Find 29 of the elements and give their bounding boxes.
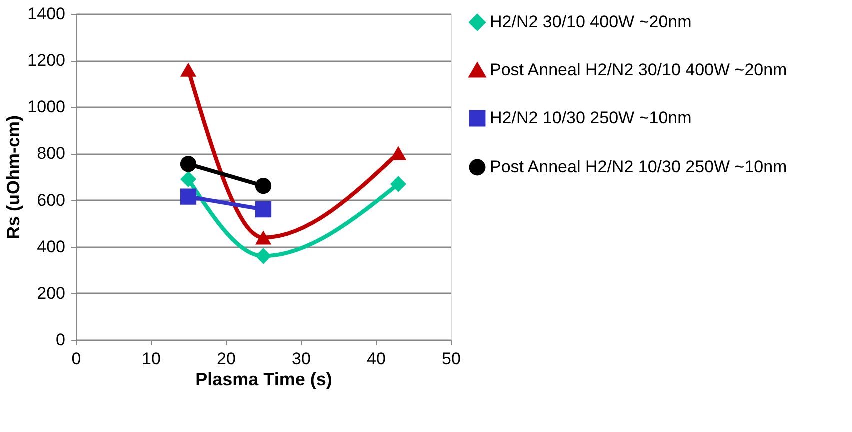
point <box>255 230 272 245</box>
point <box>390 176 407 192</box>
x-tick-label: 30 <box>292 350 311 368</box>
y-tick-label: 400 <box>37 237 66 256</box>
point <box>180 62 197 77</box>
point <box>255 178 272 194</box>
legend-label: H2/N2 10/30 250W ~10nm <box>490 108 692 128</box>
x-axis-title: Plasma Time (s) <box>196 370 332 390</box>
y-tick-label: 200 <box>37 284 66 303</box>
point <box>180 171 197 188</box>
point <box>180 188 197 205</box>
x-tick-label: 10 <box>142 350 161 368</box>
x-tick-label: 40 <box>367 350 386 368</box>
y-tick-label: 1000 <box>28 98 66 117</box>
point <box>180 156 197 172</box>
legend-label: H2/N2 30/10 400W ~20nm <box>490 12 692 32</box>
point <box>255 248 272 264</box>
y-tick-label: 800 <box>37 144 66 164</box>
x-tick-label: 0 <box>72 350 82 368</box>
y-tick-label: 1200 <box>28 51 66 70</box>
y-tick-label: 0 <box>56 330 66 350</box>
x-tick-label: 50 <box>442 350 461 368</box>
legend-label: Post Anneal H2/N2 30/10 400W ~20nm <box>490 60 788 80</box>
y-axis-title: Rs (uOhm-cm) <box>4 115 24 240</box>
point <box>255 202 272 218</box>
x-tick-label: 20 <box>217 350 236 368</box>
legend-label: Post Anneal H2/N2 10/30 250W ~10nm <box>490 158 788 176</box>
y-tick-label: 600 <box>37 190 66 210</box>
y-tick-label: 1400 <box>28 4 66 24</box>
